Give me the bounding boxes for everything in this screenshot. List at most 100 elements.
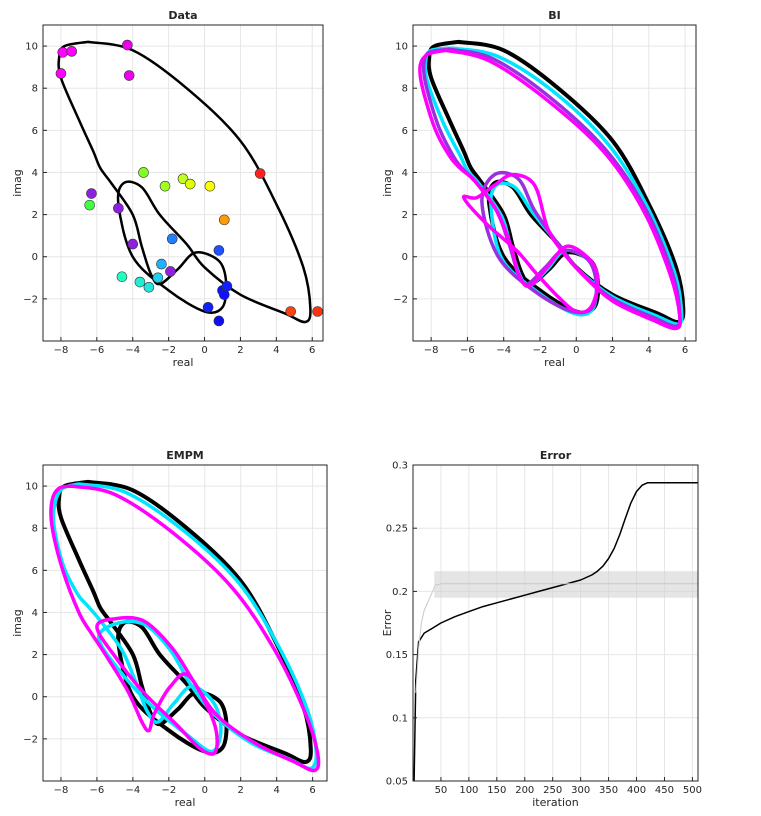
y-tick-label: 4 [32,168,38,179]
data-point [254,168,266,179]
y-tick-label: 0.05 [386,777,408,788]
y-tick-label: −2 [393,294,408,305]
y-tick-label: 0 [32,252,38,263]
data-point [122,39,133,51]
x-tick-label: −8 [54,785,69,796]
x-tick-label: 6 [309,785,315,796]
x-tick-label: 300 [571,785,590,796]
error-chart-title: Error [540,449,572,462]
data-point [84,199,95,211]
empm-y-axis-label: imag [11,609,24,637]
data-point [312,306,323,317]
bi-series-line-3 [418,48,682,331]
x-tick-label: 500 [683,785,702,796]
data-point [86,188,97,199]
data-point [113,202,124,214]
data-point [116,271,128,283]
y-tick-label: 0.2 [392,587,408,598]
x-tick-label: 250 [543,785,562,796]
data-axes-frame [42,24,324,342]
bi-axes-frame [412,24,697,342]
data-point [218,214,230,226]
empm-x-axis-label: real [175,796,196,809]
bi-series-line-0 [426,39,686,325]
data-point [138,167,149,178]
y-tick-label: 0 [402,252,408,263]
data-point [165,266,176,277]
data-point [143,281,155,293]
data-x-axis-label: real [173,356,194,369]
data-point [166,233,178,245]
data-point [204,180,216,192]
data-point [159,180,171,192]
data-point [127,238,139,250]
y-tick-label: 0.3 [392,461,408,472]
error-series-line-0 [413,481,698,781]
x-tick-label: −2 [161,785,176,796]
empm-series-line-0 [56,479,313,765]
y-tick-label: 10 [25,482,38,493]
bi-y-axis-label: imag [381,169,394,197]
error-panel: 50 100 150 200 250 300 350 400 450 500 0.05 0.1 0.15… [381,449,702,809]
data-point [156,258,167,270]
x-tick-label: 0 [573,345,579,356]
bi-chart-title: BI [548,9,560,22]
data-point [152,272,164,284]
data-point [66,46,78,57]
y-tick-label: 0.1 [392,713,408,724]
data-point [213,315,225,327]
data-chart-title: Data [168,9,197,22]
data-point [184,178,196,190]
x-tick-label: 0 [201,345,207,356]
x-tick-label: −6 [89,345,104,356]
x-tick-label: −4 [496,345,511,356]
y-tick-label: 8 [402,84,408,95]
x-tick-label: 100 [459,785,478,796]
data-y-axis-label: imag [11,169,24,197]
data-point [55,68,67,79]
empm-panel: −8 −6 −4 −2 0 2 4 6 −2 0 2 4 6 8 10 EMPM real imag [11,449,328,809]
x-tick-label: −8 [54,345,69,356]
data-point [134,276,146,288]
data-series-line-0 [57,40,312,324]
y-tick-label: 2 [402,210,408,221]
error-series-line-1 [415,583,698,693]
data-point [177,173,189,185]
x-tick-label: 0 [202,785,208,796]
y-tick-label: 0 [32,692,38,703]
x-tick-label: 200 [515,785,534,796]
y-tick-label: −2 [23,294,38,305]
x-tick-label: −4 [125,345,140,356]
y-tick-label: 8 [32,524,38,535]
y-tick-label: −2 [23,734,38,745]
x-tick-label: −2 [161,345,176,356]
x-tick-label: 350 [599,785,618,796]
y-tick-label: 6 [402,126,408,137]
y-tick-label: 4 [32,608,38,619]
x-tick-label: 2 [238,785,244,796]
empm-series-line-2 [49,484,321,773]
x-tick-label: 4 [273,785,279,796]
y-tick-label: 6 [32,126,38,137]
data-point [123,70,135,81]
error-y-axis-label: Error [381,609,394,636]
x-tick-label: −6 [90,785,105,796]
y-tick-label: 6 [32,566,38,577]
x-tick-label: −4 [125,785,140,796]
data-point [213,245,225,256]
data-point [221,280,233,292]
x-tick-label: 50 [435,785,448,796]
error-plot-area [413,481,698,781]
empm-plot-area [49,479,321,773]
data-point [57,47,69,58]
y-tick-label: 8 [32,84,38,95]
y-tick-label: 2 [32,650,38,661]
error-axes-frame [412,464,699,782]
x-tick-label: 6 [682,345,688,356]
x-tick-label: 400 [627,785,646,796]
empm-axes-frame [42,464,328,782]
data-point [285,306,296,317]
x-tick-label: 150 [487,785,506,796]
bi-x-axis-label: real [544,356,565,369]
